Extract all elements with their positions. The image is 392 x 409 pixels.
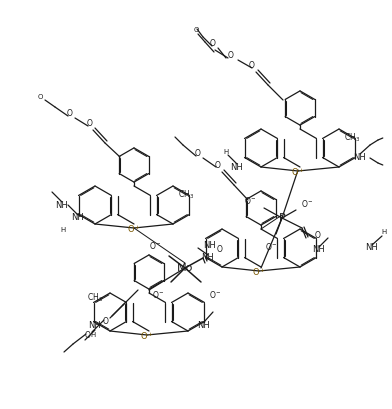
Text: NH: NH: [201, 254, 214, 263]
Text: O$^+$: O$^+$: [140, 330, 154, 342]
Text: NH: NH: [198, 321, 211, 330]
Text: O$^{-}$: O$^{-}$: [209, 289, 221, 300]
Text: H: H: [60, 227, 65, 233]
Text: NH: NH: [72, 213, 84, 222]
Text: O$^{-}$: O$^{-}$: [265, 241, 277, 252]
Text: O: O: [315, 231, 321, 240]
Text: Mo: Mo: [177, 263, 193, 273]
Text: O: O: [216, 245, 222, 254]
Text: O: O: [249, 61, 255, 70]
Text: NH: NH: [230, 162, 243, 171]
Text: O: O: [210, 38, 216, 47]
Text: NH: NH: [354, 153, 367, 162]
Text: H: H: [91, 332, 96, 338]
Text: O$^{-}$: O$^{-}$: [301, 198, 313, 209]
Text: O$^{-}$: O$^{-}$: [243, 195, 256, 205]
Text: NH: NH: [366, 243, 378, 252]
Text: O: O: [228, 52, 234, 61]
Text: H: H: [381, 229, 387, 235]
Text: O$^+$: O$^+$: [127, 223, 141, 235]
Text: O: O: [195, 150, 201, 159]
Text: O: O: [193, 27, 199, 33]
Text: O$^+$: O$^+$: [291, 166, 305, 178]
Text: NH: NH: [56, 200, 68, 209]
Text: NH: NH: [89, 321, 102, 330]
Text: O$^+$: O$^+$: [252, 266, 266, 278]
Text: H: H: [223, 149, 229, 155]
Text: O$^{-}$: O$^{-}$: [152, 289, 164, 300]
Text: O: O: [37, 94, 43, 100]
Text: O: O: [103, 317, 109, 326]
Text: CH$_3$: CH$_3$: [87, 292, 103, 304]
Text: CH$_3$: CH$_3$: [178, 189, 194, 201]
Text: O: O: [87, 119, 93, 128]
Text: O: O: [215, 160, 221, 169]
Text: NH: NH: [203, 240, 216, 249]
Text: O: O: [67, 110, 73, 119]
Text: O: O: [85, 332, 91, 341]
Text: NH: NH: [313, 245, 325, 254]
Text: O$^{-}$: O$^{-}$: [149, 240, 161, 251]
Text: CH$_3$: CH$_3$: [344, 132, 360, 144]
Text: P: P: [279, 213, 285, 223]
